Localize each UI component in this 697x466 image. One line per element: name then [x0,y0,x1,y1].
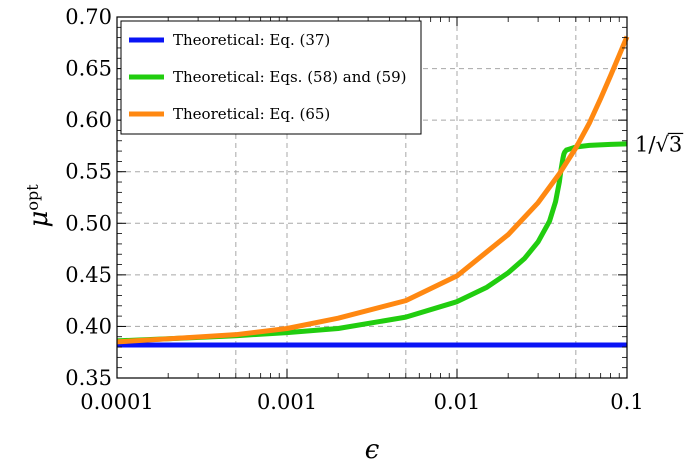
y-tick-label: 0.55 [65,160,112,184]
x-axis-label: ϵ [365,435,380,465]
y-tick-labels: 0.35 0.40 0.45 0.50 0.55 0.60 0.65 0.70 [65,5,112,390]
svg-text:μopt: μopt [23,184,55,228]
y-tick-label: 0.60 [65,108,112,132]
y-tick-label: 0.65 [65,57,112,81]
svg-text:1/√3: 1/√3 [635,132,682,156]
y-axis-label: μopt [23,184,55,228]
x-tick-label: 0.0001 [80,390,153,414]
axis-ticks [116,16,628,379]
y-axis-label-sup: opt [23,184,42,211]
series-line-2 [116,141,628,344]
y-tick-label: 0.35 [65,366,112,390]
legend-label: Theoretical: Eq. (65) [173,105,330,123]
x-tick-label: 0.001 [257,390,317,414]
y-tick-label: 0.50 [65,211,112,235]
legend-label: Theoretical: Eq. (37) [173,31,330,49]
annotation-prefix: 1/ [635,132,656,156]
series-lines [116,35,630,348]
x-tick-label: 0.01 [434,390,481,414]
legend-box [120,20,422,135]
y-tick-label: 0.70 [65,5,112,29]
y-tick-label: 0.45 [65,263,112,287]
x-tick-label: 0.1 [610,390,643,414]
legend: Theoretical: Eq. (37) Theoretical: Eqs. (… [120,20,422,135]
x-tick-labels: 0.0001 0.001 0.01 0.1 [80,390,643,414]
y-axis-label-base: μ [24,211,54,228]
plot-frame [116,16,628,379]
annotation-radicand: 3 [669,132,682,156]
legend-label: Theoretical: Eqs. (58) and (59) [173,68,407,86]
series-line-3 [116,35,630,345]
inv-sqrt3-annotation: 1/√3 [635,132,684,156]
sqrt-sign: √ [655,132,669,156]
y-tick-label: 0.40 [65,314,112,338]
